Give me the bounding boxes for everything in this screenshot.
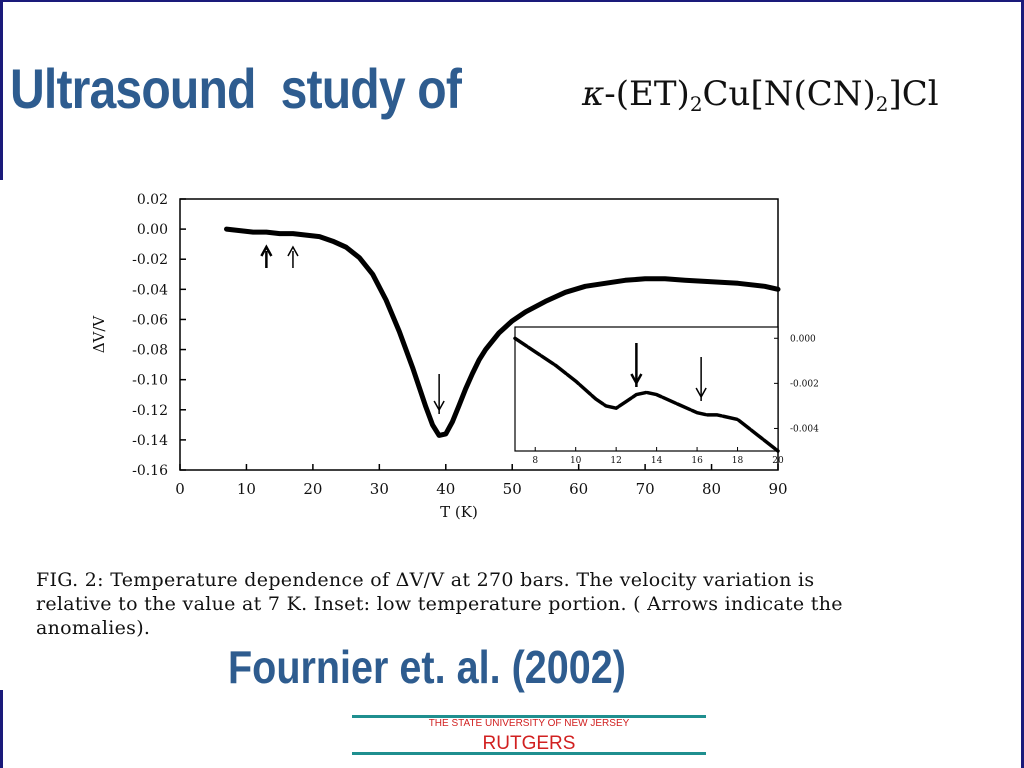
logo-line-bottom [352, 752, 706, 755]
main-y-tick-label: -0.08 [132, 343, 168, 359]
main-x-tick-label: 10 [237, 480, 256, 498]
main-y-tick-label: 0.00 [137, 222, 168, 238]
inset-x-tick-label: 16 [691, 456, 703, 466]
main-curve [224, 226, 781, 438]
main-x-tick-label: 90 [768, 480, 787, 498]
formula-sub-2: 2 [875, 92, 889, 116]
main-y-tick-label: 0.02 [137, 192, 168, 208]
logo-rutgers-text: RUTGERS [482, 733, 576, 754]
main-y-tick-label: -0.02 [132, 252, 168, 268]
formula-part-3: ]Cl [888, 74, 939, 114]
main-arrow-2-head [287, 245, 299, 257]
inset-arrow-1 [630, 343, 643, 387]
main-y-axis-label: ΔV/V [90, 315, 108, 354]
chemical-formula: κ-(ET)2Cu[N(CN)2]Cl [582, 74, 939, 116]
formula-part-2: Cu[N(CN) [702, 74, 876, 114]
slide-frame-right [1021, 0, 1024, 768]
inset-y-tick-label: -0.004 [790, 424, 819, 434]
inset-x-tick-label: 20 [772, 456, 784, 466]
main-x-tick-label: 20 [303, 480, 322, 498]
main-y-tick-label: -0.10 [132, 373, 168, 389]
formula-part-1: -(ET) [604, 74, 690, 114]
main-y-tick-label: -0.06 [132, 312, 168, 328]
inset-chart: 8 10 12 14 16 18 20 0.000 -0.002 -0.004 [513, 326, 819, 466]
main-x-axis-label: T (K) [440, 503, 478, 521]
inset-x-tick-label: 12 [610, 456, 621, 466]
slide-frame-top [0, 0, 1024, 2]
main-x-tick-label: 40 [436, 480, 455, 498]
main-chart: 0 10 20 30 40 50 60 70 80 90 0.02 0.00 -0.02 -0.04 -0.… [90, 192, 788, 521]
main-arrow-3-head [433, 400, 445, 412]
inset-x-tick-label: 8 [532, 456, 538, 466]
logo-line-top [352, 715, 706, 718]
inset-x-tick-label: 18 [732, 456, 744, 466]
main-arrow-1-head [260, 244, 273, 257]
figure-caption: FIG. 2: Temperature dependence of ΔV/V a… [36, 569, 843, 639]
main-y-tick-label: -0.14 [132, 433, 168, 449]
main-arrow-3 [433, 374, 445, 414]
main-x-tick-label: 80 [702, 480, 721, 498]
logo-university-text: THE STATE UNIVERSITY OF NEW JERSEY [428, 718, 630, 729]
formula-kappa: κ [582, 74, 605, 114]
inset-plot-frame [514, 326, 779, 452]
inset-y-tick-label: -0.002 [790, 379, 819, 389]
inset-arrow-2-head [695, 387, 707, 399]
inset-x-tick-label: 14 [651, 456, 663, 466]
slide-frame-left-lower [0, 690, 3, 768]
main-x-tick-label: 50 [503, 480, 522, 498]
inset-curve [513, 336, 780, 453]
inset-arrow-2 [695, 357, 707, 401]
inset-x-tick-label: 10 [570, 456, 582, 466]
main-x-tick-label: 30 [370, 480, 389, 498]
inset-arrow-1-head [630, 373, 643, 386]
main-y-tick-label: -0.12 [132, 403, 168, 419]
inset-y-tick-label: 0.000 [790, 334, 816, 344]
author-citation: Fournier et. al. (2002) [228, 641, 626, 693]
main-y-tick-label: -0.16 [132, 463, 168, 479]
slide-frame-left [0, 0, 3, 180]
main-y-tick-label: -0.04 [132, 282, 168, 298]
main-arrow-1 [260, 244, 273, 268]
main-x-tick-label: 0 [175, 480, 185, 498]
main-x-tick-label: 70 [636, 480, 655, 498]
main-arrow-2 [287, 245, 299, 268]
formula-sub-1: 2 [689, 92, 703, 116]
slide-title: Ultrasound study of [10, 57, 462, 120]
main-x-tick-label: 60 [569, 480, 588, 498]
